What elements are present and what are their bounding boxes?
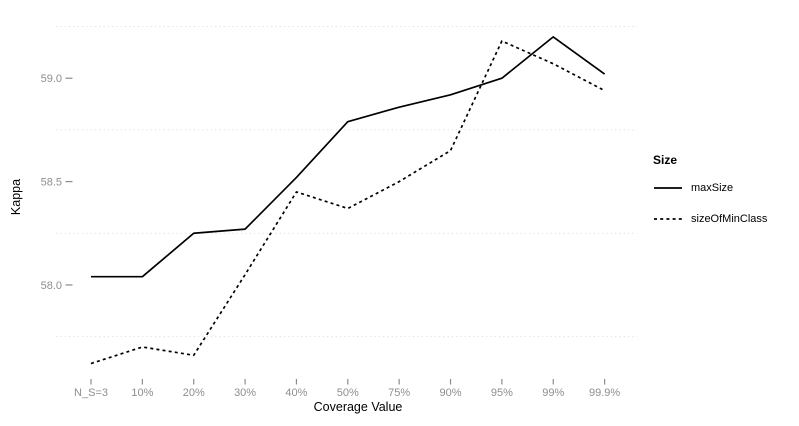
series-line-sizeOfMinClass <box>90 40 605 365</box>
x-tick-label: 50% <box>337 387 359 399</box>
x-tick-label: 40% <box>285 387 307 399</box>
dashed-line-key-icon <box>654 218 682 220</box>
series-line-maxSize <box>91 36 606 278</box>
legend-entry-sizeOfMinClass: sizeOfMinClass <box>653 212 767 226</box>
x-tick-label: 75% <box>388 387 410 399</box>
x-tick-label: 95% <box>491 387 513 399</box>
legend-label: sizeOfMinClass <box>691 213 768 225</box>
x-tick-label: 90% <box>440 387 462 399</box>
y-axis-title: Kappa <box>9 179 23 215</box>
legend-entry-maxSize: maxSize <box>653 181 767 195</box>
y-tick-label: 59.0 <box>41 73 62 85</box>
y-tick-label: 58.5 <box>41 177 62 189</box>
y-tick-label: 58.0 <box>41 280 62 292</box>
x-tick-label: 30% <box>234 387 256 399</box>
x-tick-label: 99.9% <box>589 387 620 399</box>
x-tick-label: 99% <box>542 387 564 399</box>
legend-label: maxSize <box>691 182 734 194</box>
x-tick-label: 20% <box>183 387 205 399</box>
solid-line-key-icon <box>654 187 682 189</box>
x-axis-title: Coverage Value <box>314 400 403 414</box>
x-tick-label: N_S=3 <box>74 387 108 399</box>
legend: Size maxSize sizeOfMinClass <box>653 153 767 243</box>
legend-title: Size <box>653 153 678 167</box>
x-tick-label: 10% <box>131 387 153 399</box>
legend-entries: maxSize sizeOfMinClass <box>653 181 767 226</box>
